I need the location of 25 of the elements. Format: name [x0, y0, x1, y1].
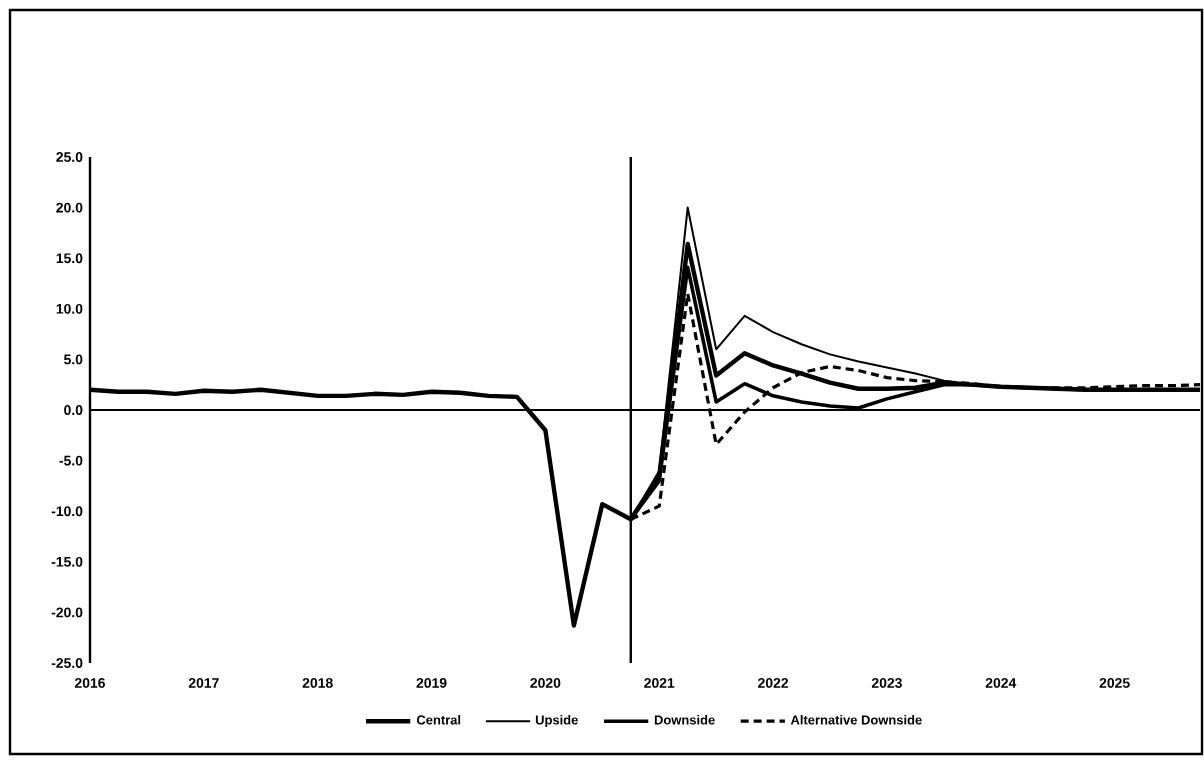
legend-label: Central — [416, 715, 461, 725]
x-tick-label: 2017 — [188, 678, 219, 688]
y-tick-label: -5.0 — [59, 455, 83, 466]
x-tick-label: 2021 — [644, 678, 675, 688]
y-tick-label: 10.0 — [56, 303, 83, 314]
y-tick-label: -10.0 — [51, 506, 83, 517]
y-tick-label: -20.0 — [51, 607, 83, 618]
x-tick-label: 2016 — [74, 678, 105, 688]
legend-label: Downside — [654, 715, 715, 725]
x-tick-label: 2024 — [985, 678, 1017, 688]
x-tick-label: 2020 — [530, 678, 561, 688]
y-tick-label: 15.0 — [56, 253, 83, 264]
legend-label: Alternative Downside — [790, 715, 922, 725]
y-tick-label: -15.0 — [51, 556, 83, 567]
x-tick-label: 2022 — [758, 678, 789, 688]
y-tick-label: 0.0 — [64, 405, 83, 415]
y-tick-label: -25.0 — [51, 658, 83, 668]
x-tick-label: 2025 — [1099, 678, 1130, 688]
y-tick-label: 20.0 — [56, 202, 83, 213]
y-tick-label: 25.0 — [56, 152, 83, 162]
x-tick-label: 2018 — [302, 678, 333, 688]
x-tick-label: 2019 — [416, 678, 447, 688]
x-tick-label: 2023 — [871, 678, 902, 688]
legend-label: Upside — [535, 715, 578, 728]
y-tick-label: 5.0 — [64, 354, 83, 365]
